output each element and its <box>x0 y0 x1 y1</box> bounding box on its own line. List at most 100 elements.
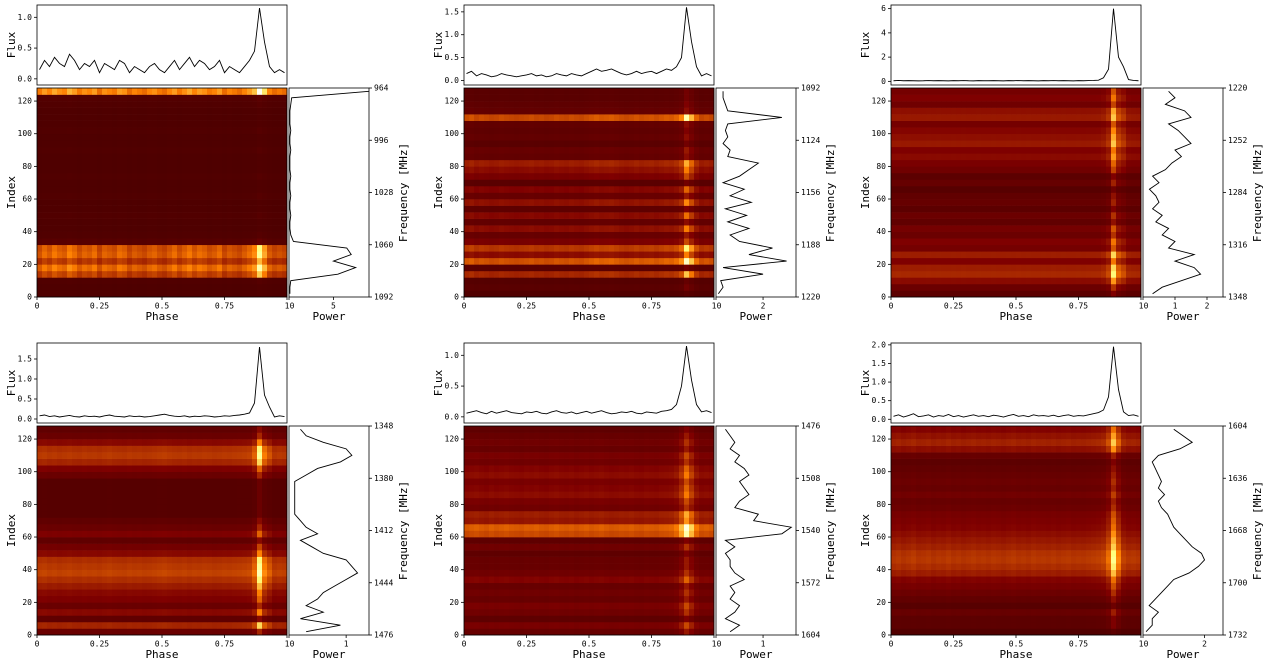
heatmap-cell <box>1101 88 1107 95</box>
heatmap-cell <box>644 283 650 291</box>
heatmap-cell <box>1001 120 1007 128</box>
heatmap-cell <box>1026 88 1032 95</box>
heatmap-cell <box>524 94 530 102</box>
heatmap-cell <box>227 218 233 226</box>
heatmap-cell <box>956 140 962 148</box>
heatmap-cell <box>569 205 575 213</box>
heatmap-cell <box>704 120 710 128</box>
heatmap-cell <box>921 251 927 259</box>
heatmap-cell <box>649 192 655 200</box>
heatmap-cell <box>699 107 705 115</box>
heatmap-cell <box>172 290 178 298</box>
heatmap-cell <box>629 179 635 187</box>
heatmap-cell <box>1121 133 1127 141</box>
heatmap-cell <box>52 172 58 180</box>
heatmap-cell <box>102 101 108 108</box>
heatmap-cell <box>172 133 178 141</box>
heatmap-cell <box>891 199 897 206</box>
heatmap-cell <box>267 146 273 154</box>
heatmap-cell <box>489 94 495 102</box>
heatmap-cell <box>102 264 108 272</box>
heatmap-cell <box>564 185 570 193</box>
heatmap-cell <box>1101 270 1107 278</box>
heatmap-cell <box>1031 205 1037 213</box>
heatmap-cell <box>72 153 78 161</box>
heatmap-cell <box>694 238 700 246</box>
heatmap-cell <box>504 166 510 174</box>
heatmap-cell <box>62 146 68 154</box>
heatmap-cell <box>1076 185 1082 193</box>
heatmap-cell <box>1006 153 1012 161</box>
heatmap-cell <box>127 94 133 102</box>
heatmap-cell <box>484 101 490 108</box>
heatmap-cell <box>1031 290 1037 298</box>
heatmap-cell <box>212 133 218 141</box>
heatmap-cell <box>77 133 83 141</box>
heatmap-cell <box>1106 238 1112 246</box>
heatmap-cell <box>1111 238 1117 246</box>
heatmap-cell <box>996 127 1002 135</box>
heatmap-cell <box>689 257 695 265</box>
heatmap-cell <box>202 88 208 95</box>
heatmap-cell <box>67 166 73 174</box>
heatmap-cell <box>1011 114 1017 121</box>
heatmap-cell <box>37 199 43 206</box>
heatmap-cell <box>142 270 148 278</box>
heatmap-cell <box>464 277 470 285</box>
heatmap-cell <box>554 88 560 95</box>
heatmap-cell <box>956 153 962 161</box>
heatmap-cell <box>237 212 243 219</box>
heatmap-cell <box>704 159 710 167</box>
heatmap-cell <box>554 231 560 239</box>
heatmap-cell <box>112 244 118 252</box>
heatmap-cell <box>664 257 670 265</box>
heatmap-cell <box>127 185 133 193</box>
heatmap-cell <box>941 185 947 193</box>
heatmap-cell <box>659 127 665 135</box>
heatmap-cell <box>896 290 902 298</box>
heatmap-cell <box>634 257 640 265</box>
heatmap-cell <box>207 290 213 298</box>
heatmap-cell <box>87 166 93 174</box>
heatmap-cell <box>232 290 238 298</box>
heatmap-cell <box>1121 238 1127 246</box>
heatmap-cell <box>177 88 183 95</box>
heatmap-cell <box>1046 107 1052 115</box>
heatmap-cell <box>704 88 710 95</box>
flux-label: Flux <box>859 31 872 58</box>
heatmap-cell <box>941 205 947 213</box>
heatmap-cell <box>484 146 490 154</box>
heatmap-cell <box>941 283 947 291</box>
heatmap-cell <box>242 251 248 259</box>
heatmap-cell <box>217 212 223 219</box>
heatmap-cell <box>192 120 198 128</box>
heatmap-cell <box>1061 179 1067 187</box>
heatmap-cell <box>42 185 48 193</box>
heatmap-cell <box>971 166 977 174</box>
heatmap-cell <box>277 146 283 154</box>
heatmap-cell <box>644 277 650 285</box>
heatmap-cell <box>971 114 977 121</box>
heatmap-cell <box>282 185 288 193</box>
heatmap-cell <box>634 107 640 115</box>
heatmap-cell <box>102 107 108 115</box>
heatmap-cell <box>629 114 635 121</box>
heatmap-cell <box>227 127 233 135</box>
heatmap-cell <box>599 153 605 161</box>
heatmap-cell <box>277 212 283 219</box>
heatmap-cell <box>569 140 575 148</box>
heatmap-cell <box>1051 120 1057 128</box>
heatmap-cell <box>127 146 133 154</box>
heatmap-cell <box>991 212 997 219</box>
heatmap-cell <box>684 264 690 272</box>
heatmap-cell <box>916 88 922 95</box>
heatmap-cell <box>162 264 168 272</box>
heatmap-cell <box>469 218 475 226</box>
heatmap-cell <box>202 140 208 148</box>
heatmap-cell <box>1106 88 1112 95</box>
heatmap-cell <box>1031 133 1037 141</box>
heatmap-cell <box>52 146 58 154</box>
heatmap-cell <box>629 251 635 259</box>
heatmap-cell <box>87 172 93 180</box>
heatmap-cell <box>559 185 565 193</box>
